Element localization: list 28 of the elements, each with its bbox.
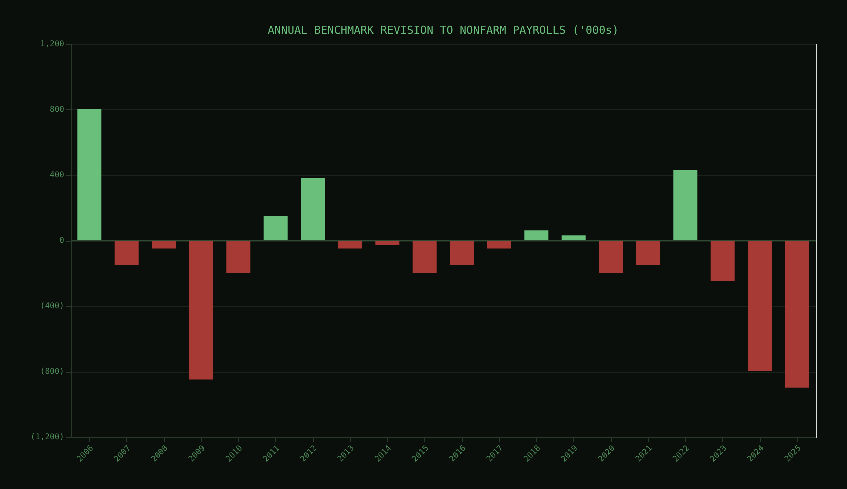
bar [338,240,362,249]
bar [487,240,512,249]
bar [78,110,102,240]
bar [785,240,810,388]
bar [301,178,326,240]
bar [674,170,698,240]
y-tick-label: 400 [50,170,65,180]
y-tick-label: 800 [50,105,65,114]
bar [412,240,437,274]
y-tick-label: 0 [60,236,65,245]
bar [264,216,288,240]
bar [376,240,400,246]
bar [599,240,624,274]
chart-title: ANNUAL BENCHMARK REVISION TO NONFARM PAYROLLS ('000s) [268,24,619,37]
bar [636,240,660,266]
y-tick-label: (400) [40,302,64,310]
bar [226,240,251,274]
bar [524,230,549,240]
bar [189,240,214,380]
bar [450,240,474,266]
bar [152,240,176,249]
y-tick-label: (1,200) [30,432,64,442]
bar [114,240,139,266]
bar [562,236,586,240]
y-tick-label: 1,200 [40,40,65,48]
y-tick-label: (800) [40,367,64,376]
bar [748,240,772,372]
bar [710,240,735,282]
